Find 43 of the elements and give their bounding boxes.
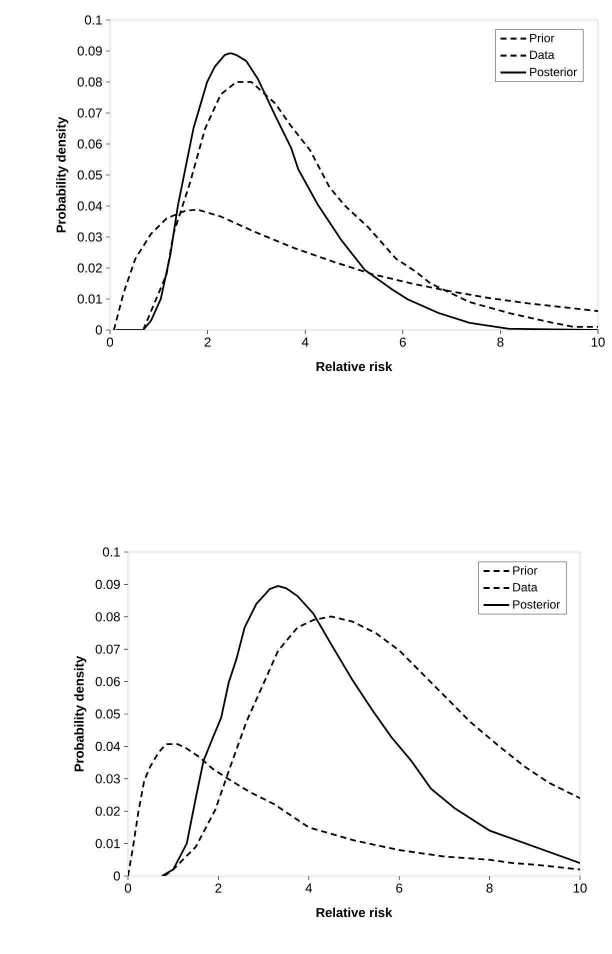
y-tick-label: 0.1 xyxy=(84,15,102,25)
legend-label: Posterior xyxy=(530,67,577,76)
x-tick-label: 8 xyxy=(486,884,493,893)
y-tick-label: 0.08 xyxy=(78,77,102,87)
y-tick-label: 0.06 xyxy=(78,139,102,149)
y-tick-label: 0.02 xyxy=(96,806,120,816)
y-tick-label: 0.05 xyxy=(78,170,102,180)
y-tick-label: 0.07 xyxy=(96,644,120,654)
legend-label: Data xyxy=(513,583,538,592)
legend-label: Data xyxy=(530,50,554,60)
legend-label: Posterior xyxy=(513,600,560,609)
x-tick-label: 0 xyxy=(124,884,132,893)
x-tick-label: 8 xyxy=(497,338,504,347)
y-tick-label: 0.09 xyxy=(78,46,102,56)
x-tick-label: 2 xyxy=(215,884,222,893)
y-tick-label: 0.03 xyxy=(96,774,120,784)
y-tick-label: 0.01 xyxy=(96,838,120,848)
y-tick-label: 0.03 xyxy=(78,232,102,242)
x-tick-label: 4 xyxy=(302,338,308,346)
x-axis-title: Relative risk xyxy=(316,362,392,372)
x-tick-label: 6 xyxy=(400,338,406,347)
y-tick-label: 0.02 xyxy=(78,263,102,273)
legend-label: Prior xyxy=(530,34,554,42)
x-tick-label: 4 xyxy=(305,884,312,892)
y-tick-label: 0.04 xyxy=(78,201,102,211)
y-tick-label: 0 xyxy=(114,871,120,881)
y-tick-label: 0.09 xyxy=(96,580,120,589)
x-tick-label: 10 xyxy=(592,338,605,347)
y-tick-label: 0.06 xyxy=(96,676,120,686)
y-tick-label: 0.1 xyxy=(102,547,120,557)
legend-label: Prior xyxy=(513,566,538,575)
x-tick-label: 10 xyxy=(574,884,587,893)
y-tick-label: 0.08 xyxy=(96,612,120,622)
y-tick-label: 0.07 xyxy=(78,108,102,118)
y-axis-title: Probability density xyxy=(56,116,68,232)
y-tick-label: 0.01 xyxy=(78,294,102,304)
y-tick-label: 0.05 xyxy=(96,709,120,719)
y-tick-label: 0.04 xyxy=(96,742,120,751)
x-tick-label: 2 xyxy=(204,338,211,347)
y-tick-label: 0 xyxy=(96,325,102,335)
x-tick-label: 6 xyxy=(396,884,402,893)
y-axis-title: Probability density xyxy=(74,656,86,772)
x-axis-title: Relative risk xyxy=(316,908,392,918)
